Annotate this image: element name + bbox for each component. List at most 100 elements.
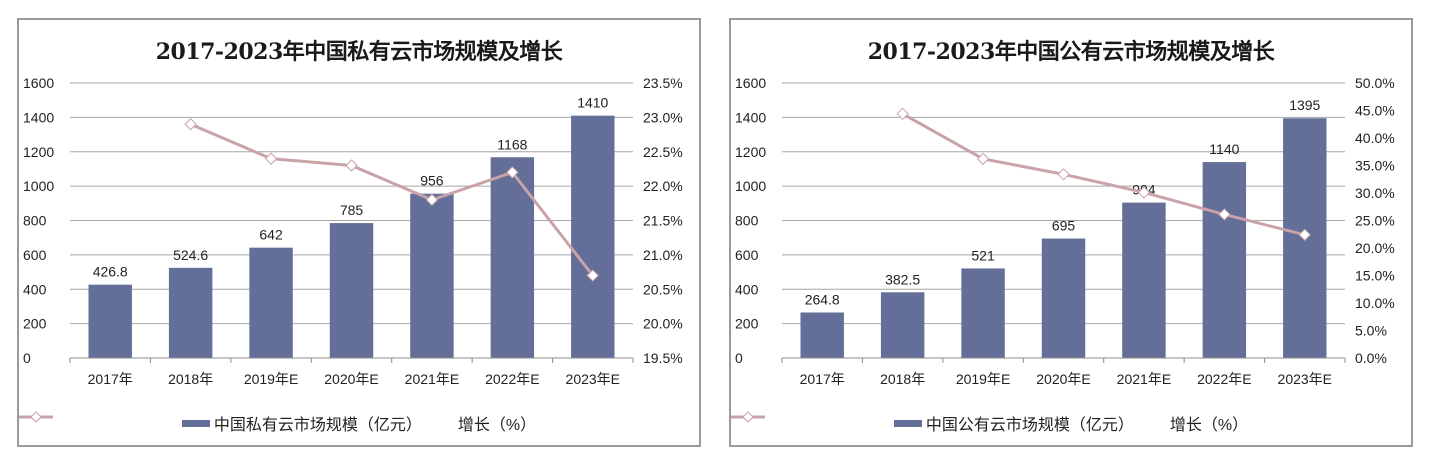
x-axis-label: 2022年E <box>485 371 539 387</box>
bar-value-label: 521 <box>971 247 995 263</box>
right-axis-tick: 30.0% <box>1355 185 1395 201</box>
left-axis-tick: 0 <box>735 350 743 366</box>
diamond-marker-icon <box>586 269 599 282</box>
right-axis-tick: 23.5% <box>643 75 683 91</box>
bar-swatch-icon <box>181 419 210 427</box>
x-axis-label: 2020年E <box>324 371 378 387</box>
bar-value-label: 1140 <box>1209 141 1239 157</box>
growth-line <box>901 112 1306 237</box>
left-axis-tick: 800 <box>23 213 47 229</box>
left-axis-tick: 1200 <box>23 144 54 160</box>
chart-legend: 中国公有云市场规模（亿元） 增长（%） <box>731 411 1411 435</box>
left-axis-tick: 1000 <box>23 178 54 194</box>
legend-item-line: 增长（%） <box>19 411 537 435</box>
chart-title: 2017-2023年中国私有云市场规模及增长 <box>155 39 563 65</box>
left-axis-tick: 1400 <box>735 109 766 125</box>
right-axis-tick: 40.0% <box>1355 130 1395 146</box>
bar <box>249 247 293 358</box>
line-marker-swatch-icon <box>19 411 53 423</box>
diamond-marker-icon <box>184 118 197 131</box>
left-axis-tick: 1400 <box>23 109 54 125</box>
right-axis-tick: 50.0% <box>1355 75 1395 91</box>
x-axis-label: 2019年E <box>956 371 1010 387</box>
bar-value-label: 264.8 <box>805 291 840 307</box>
right-axis-tick: 22.0% <box>643 178 683 194</box>
bar <box>571 115 615 358</box>
x-axis-label: 2022年E <box>1197 371 1251 387</box>
x-axis-label: 2018年 <box>880 371 925 387</box>
right-axis-tick: 22.5% <box>643 144 683 160</box>
right-axis-tick: 15.0% <box>1355 268 1395 284</box>
diamond-marker-icon <box>896 107 909 121</box>
left-axis-tick: 400 <box>735 281 759 297</box>
left-axis-tick: 1000 <box>735 178 766 194</box>
bar-value-label: 956 <box>420 173 444 189</box>
right-axis-tick: 21.0% <box>643 247 683 263</box>
legend-label: 中国公有云市场规模（亿元） <box>925 417 1134 434</box>
right-axis-tick: 35.0% <box>1355 158 1395 174</box>
x-axis-label: 2019年E <box>244 371 298 387</box>
bar <box>168 267 213 358</box>
diamond-marker-icon <box>506 166 519 179</box>
x-axis-label: 2017年 <box>800 371 845 387</box>
right-axis-tick: 21.5% <box>643 213 683 229</box>
x-axis-label: 2021年E <box>405 371 459 387</box>
right-axis-tick: 25.0% <box>1355 213 1395 229</box>
diamond-marker-icon <box>1057 168 1070 181</box>
left-axis-tick: 1600 <box>735 75 766 91</box>
right-axis-tick: 23.0% <box>643 109 683 125</box>
right-axis-tick: 19.5% <box>643 350 683 366</box>
bar-value-label: 1410 <box>577 95 608 111</box>
bar <box>961 268 1005 358</box>
right-axis-tick: 20.0% <box>643 316 683 332</box>
diamond-marker-icon <box>1298 228 1311 242</box>
chart-title: 2017-2023年中国公有云市场规模及增长 <box>867 39 1275 65</box>
x-axis-label: 2023年E <box>566 371 620 387</box>
diamond-marker-icon <box>1218 208 1231 221</box>
bar-value-label: 642 <box>259 227 283 243</box>
x-axis-label: 2020年E <box>1036 371 1090 387</box>
diamond-marker-icon <box>425 193 439 207</box>
bar-value-label: 524.6 <box>173 247 208 263</box>
chart-legend: 中国私有云市场规模（亿元） 增长（%） <box>19 411 699 435</box>
left-axis-tick: 1200 <box>735 144 766 160</box>
legend-label: 增长（%） <box>457 417 537 434</box>
bar <box>800 312 844 358</box>
right-axis-tick: 45.0% <box>1355 103 1395 119</box>
bar <box>1041 238 1086 358</box>
legend-label: 增长（%） <box>1169 417 1249 434</box>
right-axis-tick: 20.5% <box>643 281 683 297</box>
public-cloud-chart: 2017-2023年中国公有云市场规模及增长 0 200 400 600 800 1000… <box>729 18 1413 447</box>
left-axis-tick: 0 <box>23 350 31 366</box>
chart-plot-area: 0 200 400 600 800 1000 1200 1400 1600 0.0% 5.0% 10.… <box>735 75 1395 387</box>
bar <box>1202 162 1247 358</box>
right-axis-tick: 10.0% <box>1355 295 1395 311</box>
growth-line <box>190 122 594 277</box>
left-axis-tick: 1600 <box>23 75 54 91</box>
bar-value-label: 785 <box>340 202 364 218</box>
left-axis-tick: 600 <box>735 247 759 263</box>
legend-item-bar: 中国私有云市场规模（亿元） <box>181 411 422 435</box>
right-axis-tick: 20.0% <box>1355 240 1395 256</box>
x-axis-label: 2018年 <box>168 371 213 387</box>
right-axis-tick: 5.0% <box>1355 323 1387 339</box>
bar <box>880 292 925 358</box>
left-axis-tick: 600 <box>23 247 47 263</box>
left-axis-tick: 200 <box>23 316 47 332</box>
x-axis-label: 2017年 <box>88 371 133 387</box>
bar <box>88 284 132 358</box>
left-axis-tick: 800 <box>735 213 759 229</box>
right-axis-tick: 0.0% <box>1355 350 1387 366</box>
bar <box>329 223 374 358</box>
legend-label: 中国私有云市场规模（亿元） <box>213 417 422 434</box>
diamond-marker-icon <box>976 152 990 166</box>
private-cloud-chart: 2017-2023年中国私有云市场规模及增长 0 200 400 600 800 1000… <box>17 18 701 447</box>
diamond-marker-icon <box>264 152 278 165</box>
x-axis-label: 2021年E <box>1117 371 1171 387</box>
left-axis-tick: 200 <box>735 316 759 332</box>
bar <box>410 193 454 358</box>
bar <box>490 157 535 358</box>
chart-plot-area: 0 200 400 600 800 1000 1200 1400 1600 19.5% 20.0% 2… <box>23 75 683 387</box>
bar-value-label: 1168 <box>497 136 527 152</box>
bar <box>1122 202 1166 358</box>
